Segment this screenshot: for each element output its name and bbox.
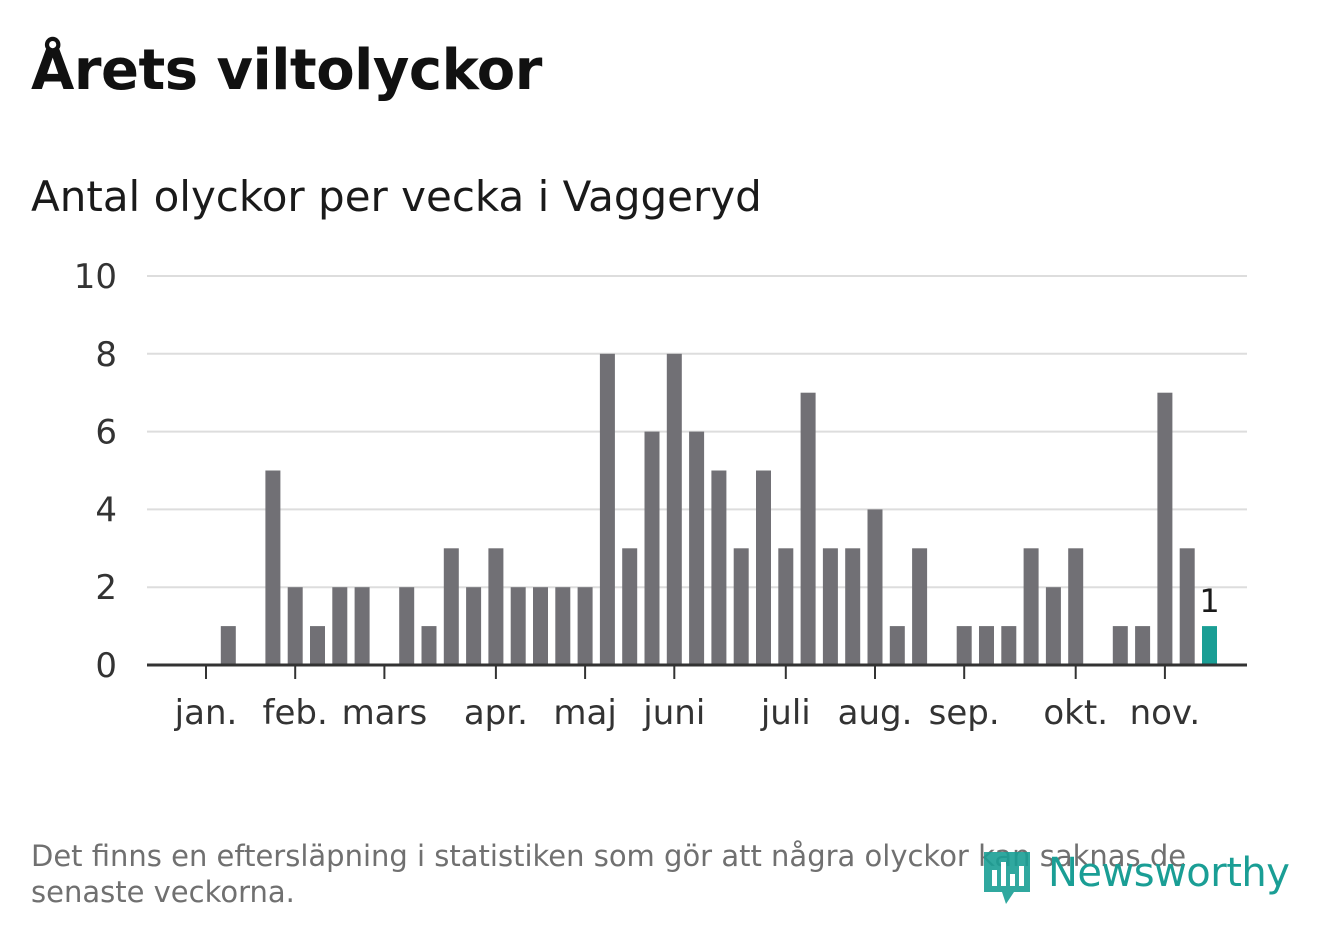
bar bbox=[845, 548, 861, 665]
bar bbox=[599, 353, 615, 665]
brand-name: Newsworthy bbox=[1048, 850, 1290, 896]
bar bbox=[265, 470, 281, 665]
bar bbox=[421, 626, 437, 665]
bar bbox=[822, 548, 838, 665]
bar bbox=[533, 587, 548, 665]
bar-data-label: 1 bbox=[1199, 582, 1219, 620]
bar bbox=[979, 626, 994, 665]
x-tick-label: mars bbox=[342, 693, 428, 733]
bar bbox=[510, 587, 526, 665]
x-tick-label: okt. bbox=[1043, 693, 1108, 733]
bar bbox=[354, 587, 370, 665]
chart-title: Årets viltolyckor bbox=[31, 38, 542, 103]
bar bbox=[1068, 548, 1084, 665]
bar bbox=[1112, 626, 1128, 665]
bar bbox=[1045, 587, 1061, 665]
y-tick-label: 8 bbox=[95, 335, 117, 375]
bar bbox=[287, 587, 303, 665]
bar bbox=[1157, 392, 1173, 665]
bar bbox=[310, 626, 325, 665]
bar bbox=[800, 392, 816, 665]
bar bbox=[622, 548, 638, 665]
y-axis-labels: 0 2 4 6 8 10 bbox=[74, 257, 117, 686]
bar bbox=[666, 353, 682, 665]
bar bbox=[1023, 548, 1039, 665]
x-tick-label: apr. bbox=[464, 693, 528, 733]
bar bbox=[466, 587, 482, 665]
bars: 1 bbox=[220, 353, 1220, 665]
bar bbox=[689, 431, 705, 665]
bar-highlight bbox=[1202, 626, 1217, 665]
bar bbox=[1135, 626, 1151, 665]
y-tick-label: 6 bbox=[95, 413, 117, 453]
x-tick-label: jan. bbox=[174, 693, 238, 733]
bar bbox=[443, 548, 459, 665]
bar bbox=[399, 587, 415, 665]
y-tick-label: 2 bbox=[95, 568, 117, 608]
bar bbox=[778, 548, 794, 665]
x-tick-label: feb. bbox=[263, 693, 328, 733]
bar bbox=[867, 509, 883, 665]
bar bbox=[1179, 548, 1195, 665]
bar bbox=[577, 587, 593, 665]
newsworthy-logo-icon bbox=[984, 852, 1030, 904]
bar bbox=[1001, 626, 1017, 665]
bar bbox=[488, 548, 504, 665]
bar-chart: 0 2 4 6 8 10 1 jan. feb. mars apr. maj juni juli aug… bbox=[74, 257, 1247, 733]
chart-subtitle: Antal olyckor per vecka i Vaggeryd bbox=[31, 172, 762, 221]
x-tick-label: sep. bbox=[929, 693, 1000, 733]
x-tick-label: nov. bbox=[1130, 693, 1201, 733]
bar bbox=[756, 470, 771, 665]
bar bbox=[220, 626, 236, 665]
y-tick-label: 0 bbox=[95, 646, 117, 686]
x-tick-label: juli bbox=[760, 693, 811, 733]
x-tick-label: juni bbox=[642, 693, 705, 733]
x-tick-label: aug. bbox=[838, 693, 913, 733]
bar bbox=[912, 548, 928, 665]
bar bbox=[555, 587, 571, 665]
y-tick-label: 4 bbox=[95, 490, 117, 530]
brand-logo[interactable]: Newsworthy bbox=[980, 848, 1300, 908]
bar bbox=[711, 470, 727, 665]
bar bbox=[733, 548, 749, 665]
bar bbox=[889, 626, 905, 665]
bar bbox=[332, 587, 348, 665]
x-tick-label: maj bbox=[553, 693, 616, 733]
bar bbox=[644, 431, 660, 665]
bar bbox=[956, 626, 972, 665]
x-axis-labels: jan. feb. mars apr. maj juni juli aug. sep. okt. n… bbox=[174, 665, 1201, 733]
y-tick-label: 10 bbox=[74, 257, 117, 297]
